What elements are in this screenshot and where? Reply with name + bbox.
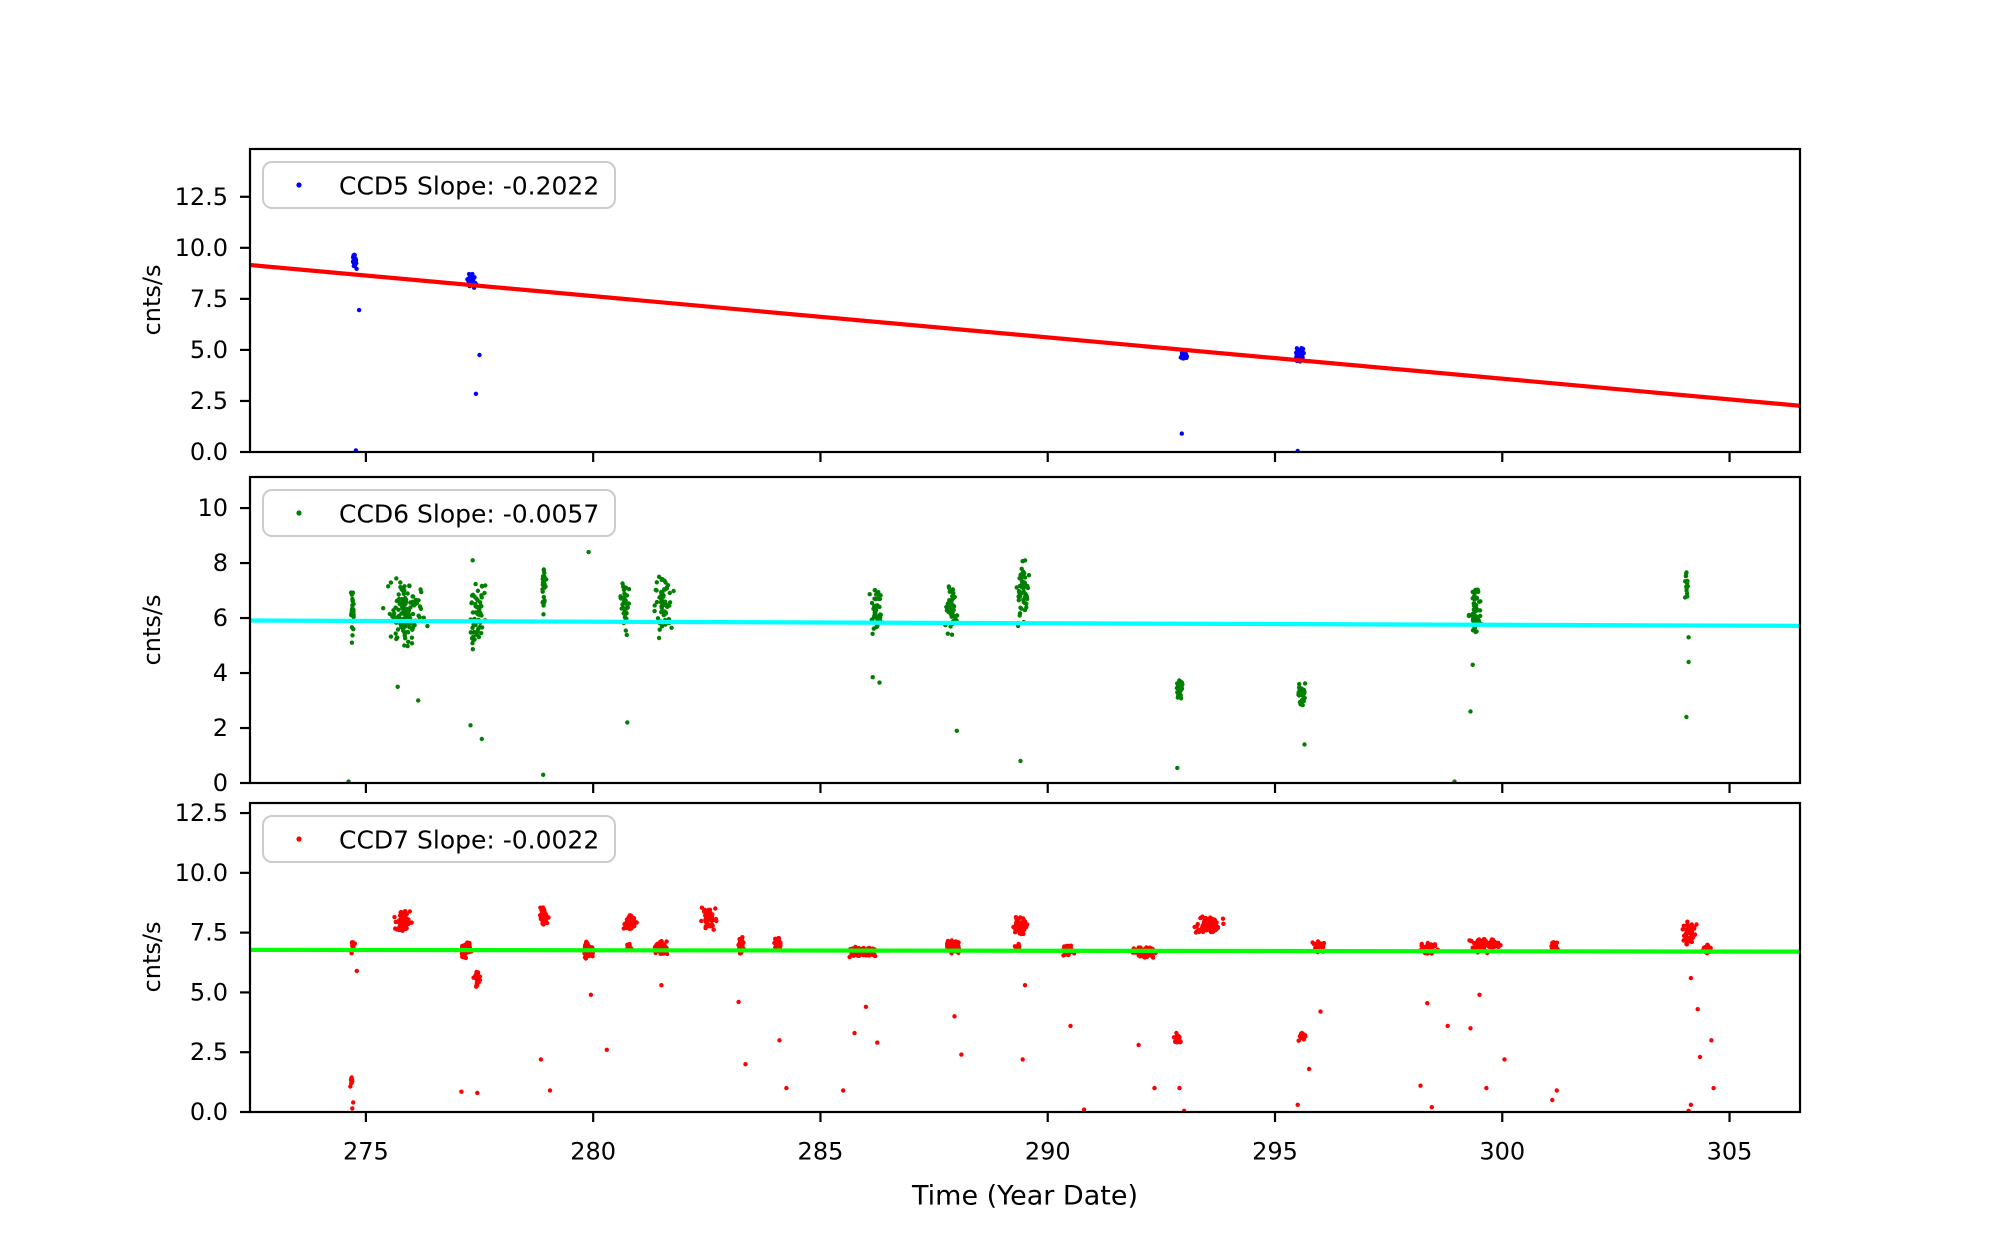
y-tick-label: 5.0 (190, 978, 228, 1006)
y-tick-label: 7.5 (190, 285, 228, 313)
x-axis-label: Time (Year Date) (911, 1180, 1139, 1212)
ccd6-y-axis-label: cnts/s (138, 594, 166, 666)
y-axis-ticks: 0.0 2.5 5.0 7.5 10.0 12.5 (175, 799, 250, 1126)
legend-ccd5: CCD5 Slope: -0.2022 (262, 161, 616, 209)
x-tick-label: 300 (1479, 1138, 1525, 1166)
legend-ccd6: CCD6 Slope: -0.0057 (262, 489, 616, 537)
y-tick-label: 10.0 (175, 234, 228, 262)
legend-label: CCD6 Slope: -0.0057 (339, 500, 599, 529)
subplot-ccd7: 0.0 2.5 5.0 7.5 10.0 12.5 275 280 285 290 295 300 30… (175, 799, 1802, 1166)
ccd5-y-axis-label: cnts/s (138, 264, 166, 336)
x-axis-ticks (364, 452, 1731, 462)
x-tick-label: 290 (1025, 1138, 1071, 1166)
ccd5-trend-line (250, 262, 1800, 408)
legend-box (262, 489, 616, 537)
x-tick-label: 305 (1707, 1138, 1753, 1166)
legend-marker-dot (296, 182, 302, 188)
x-tick-label: 295 (1252, 1138, 1298, 1166)
x-tick-label: 285 (798, 1138, 844, 1166)
ccd7-trend-line (250, 947, 1800, 954)
y-tick-label: 4 (213, 659, 228, 687)
y-tick-label: 0.0 (190, 1098, 228, 1126)
ccd7-scatter-series (250, 905, 1800, 1112)
axes-frame (248, 475, 1802, 785)
y-tick-label: 6 (213, 604, 228, 632)
x-axis-ticks: 275 280 285 290 295 300 305 (343, 1112, 1752, 1166)
legend-label: CCD5 Slope: -0.2022 (339, 172, 599, 201)
y-tick-label: 2.5 (190, 387, 228, 415)
y-tick-label: 0.0 (190, 438, 228, 466)
axes-frame (248, 147, 1802, 454)
legend-box (262, 815, 616, 863)
y-tick-label: 12.5 (175, 799, 228, 827)
y-axis-ticks: 0.0 2.5 5.0 7.5 10.0 12.5 (175, 183, 250, 466)
y-tick-label: 10 (197, 494, 228, 522)
x-tick-label: 275 (343, 1138, 389, 1166)
y-axis-ticks: 0 2 4 6 8 10 (197, 494, 250, 797)
ccd7-y-axis-label: cnts/s (138, 921, 166, 993)
y-tick-label: 2 (213, 714, 228, 742)
legend-ccd7: CCD7 Slope: -0.0022 (262, 815, 616, 863)
y-tick-label: 5.0 (190, 336, 228, 364)
x-axis-ticks (364, 783, 1731, 793)
y-tick-label: 0 (213, 769, 228, 797)
y-tick-label: 2.5 (190, 1038, 228, 1066)
y-tick-label: 12.5 (175, 183, 228, 211)
ccd5-scatter-series (250, 252, 1800, 452)
subplot-ccd5: 0.0 2.5 5.0 7.5 10.0 12.5 CCD5 Slope: -0.2022 (175, 147, 1802, 466)
y-tick-label: 7.5 (190, 919, 228, 947)
axes-frame (248, 801, 1802, 1114)
subplot-ccd6: 0 2 4 6 8 10 CCD6 Slope: -0.0057 (197, 475, 1802, 797)
legend-marker-dot (296, 510, 302, 516)
legend-label: CCD7 Slope: -0.0022 (339, 826, 599, 855)
ccd6-trend-line (250, 618, 1800, 628)
ccd6-scatter-series (250, 549, 1800, 783)
x-tick-label: 280 (570, 1138, 616, 1166)
legend-marker-dot (296, 836, 302, 842)
y-tick-label: 10.0 (175, 859, 228, 887)
legend-box (262, 161, 616, 209)
y-tick-label: 8 (213, 549, 228, 577)
